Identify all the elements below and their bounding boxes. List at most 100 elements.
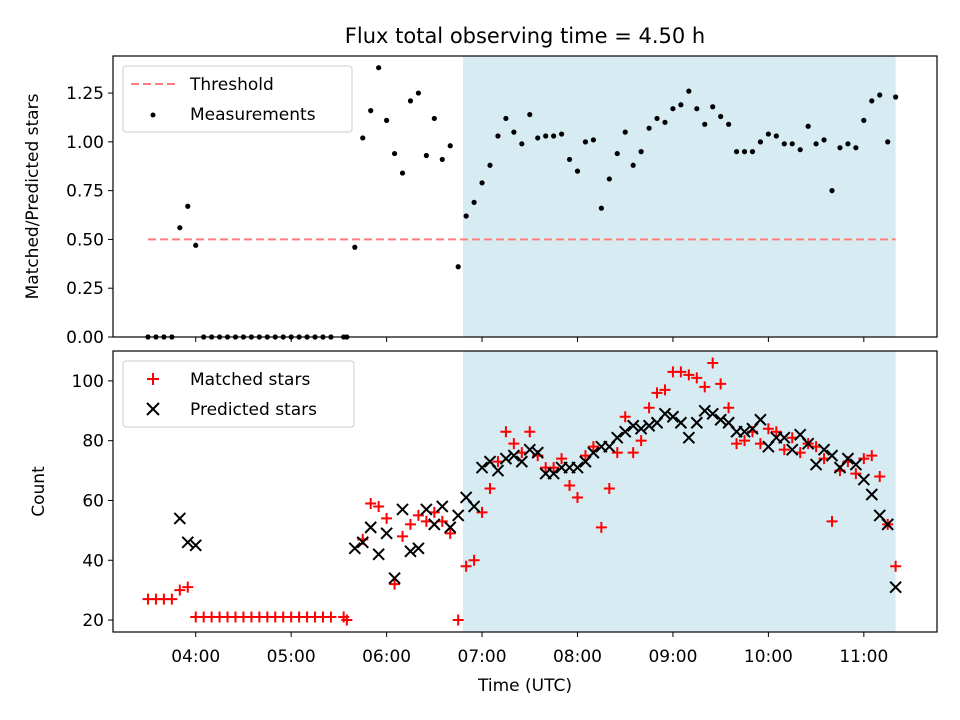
y-tick-label: 0.25 xyxy=(66,279,104,299)
predicted-star-point xyxy=(364,521,377,534)
measurement-point xyxy=(193,242,199,248)
matched-star-point xyxy=(174,584,186,596)
predicted-star-point xyxy=(436,500,449,513)
matched-star-point xyxy=(619,411,631,423)
predicted-star-point xyxy=(778,431,791,444)
measurement-point xyxy=(527,111,533,118)
predicted-star-point xyxy=(587,446,600,459)
measurement-point xyxy=(638,149,644,155)
predicted-star-point xyxy=(841,452,855,465)
predicted-star-point xyxy=(881,518,894,531)
measurement-point xyxy=(535,135,541,141)
legend-measurement-swatch xyxy=(150,112,156,118)
matched-star-point xyxy=(548,462,560,474)
y-tick-label: 1.00 xyxy=(66,133,104,153)
x-tick-label: 10:00 xyxy=(744,647,793,667)
measurement-point xyxy=(590,137,597,143)
plot-frame xyxy=(112,55,938,338)
measurement-point xyxy=(749,149,756,155)
measurement-point xyxy=(893,94,899,100)
y-tick-label: 40 xyxy=(82,551,104,571)
measurement-point xyxy=(670,106,676,112)
matched-star-point xyxy=(675,366,687,378)
matched-star-point xyxy=(858,453,870,465)
predicted-star-point xyxy=(348,542,361,555)
matched-star-point xyxy=(723,402,735,414)
legend-box xyxy=(122,360,355,428)
matched-star-point xyxy=(381,512,393,524)
matched-star-point xyxy=(715,378,727,390)
y-tick-label: 1.25 xyxy=(66,84,104,104)
predicted-star-point xyxy=(698,404,711,417)
ratio-panel: 0.00 0.25 0.50 0.75 1.00 1.25 Matched/Predict… xyxy=(23,55,938,348)
predicted-star-point xyxy=(865,488,878,501)
predicted-star-point xyxy=(388,571,401,585)
predicted-star-point xyxy=(531,446,544,459)
matched-star-point xyxy=(627,447,639,459)
measurement-point xyxy=(463,213,469,219)
predicted-star-point xyxy=(444,521,457,534)
matched-star-point xyxy=(739,435,751,447)
predicted-star-point xyxy=(825,449,839,462)
measurement-point xyxy=(702,121,708,127)
measurement-point xyxy=(376,65,382,71)
observing-window-shade xyxy=(462,351,896,632)
predicted-star-point xyxy=(674,416,688,429)
chart-title: Flux total observing time = 4.50 h xyxy=(345,24,705,48)
matched-star-point xyxy=(460,560,472,572)
measurement-point xyxy=(384,117,390,123)
matched-star-point xyxy=(524,426,536,438)
measurement-point xyxy=(733,149,740,155)
matched-star-point xyxy=(325,611,337,623)
predicted-star-point xyxy=(889,580,902,594)
measurement-point xyxy=(606,176,612,182)
measurement-point xyxy=(399,170,406,176)
measurement-point xyxy=(845,141,851,147)
measurement-point xyxy=(773,133,779,139)
measurement-point xyxy=(757,139,764,145)
predicted-star-point xyxy=(491,464,505,477)
measurement-point xyxy=(813,141,819,147)
measurement-point xyxy=(352,244,358,250)
predicted-star-point xyxy=(372,548,385,561)
y-tick-label: 20 xyxy=(82,611,104,631)
measurement-point xyxy=(566,156,573,163)
y-tick-label: 60 xyxy=(82,491,104,511)
predicted-star-point xyxy=(801,437,815,450)
y-axis-label: Matched/Predicted stars xyxy=(23,93,43,299)
measurement-point xyxy=(662,119,668,125)
legend-label-threshold: Threshold xyxy=(189,75,274,95)
matched-star-point xyxy=(691,372,703,384)
matched-star-point xyxy=(778,444,790,456)
predicted-star-point xyxy=(475,461,489,474)
predicted-star-point xyxy=(404,545,417,558)
matched-star-point xyxy=(571,491,583,503)
measurement-point xyxy=(407,98,414,104)
predicted-star-point xyxy=(666,410,680,423)
predicted-star-point xyxy=(738,425,751,438)
measurement-point xyxy=(622,129,628,135)
x-tick-label: 04:00 xyxy=(171,647,220,667)
legend-label-matched: Matched stars xyxy=(190,370,310,390)
predicted-star-point xyxy=(714,413,727,426)
measurement-point xyxy=(360,135,366,141)
measurement-point xyxy=(646,125,652,131)
matched-star-point xyxy=(500,426,512,438)
matched-star-point xyxy=(707,357,719,369)
predicted-star-point xyxy=(809,458,823,471)
measurement-point xyxy=(495,133,501,139)
measurement-point xyxy=(686,88,692,94)
predicted-star-point xyxy=(754,413,767,426)
measurement-point xyxy=(710,104,716,110)
matched-star-point xyxy=(595,521,607,533)
measurement-point xyxy=(781,141,787,147)
measurement-point xyxy=(558,131,565,137)
matched-star-point xyxy=(468,554,480,566)
x-tick-label: 06:00 xyxy=(362,647,411,667)
matched-star-point xyxy=(508,438,520,450)
measurement-point xyxy=(765,131,771,137)
x-axis-label: Time (UTC) xyxy=(477,676,572,696)
predicted-star-point xyxy=(849,458,863,471)
measurement-point xyxy=(678,102,684,108)
